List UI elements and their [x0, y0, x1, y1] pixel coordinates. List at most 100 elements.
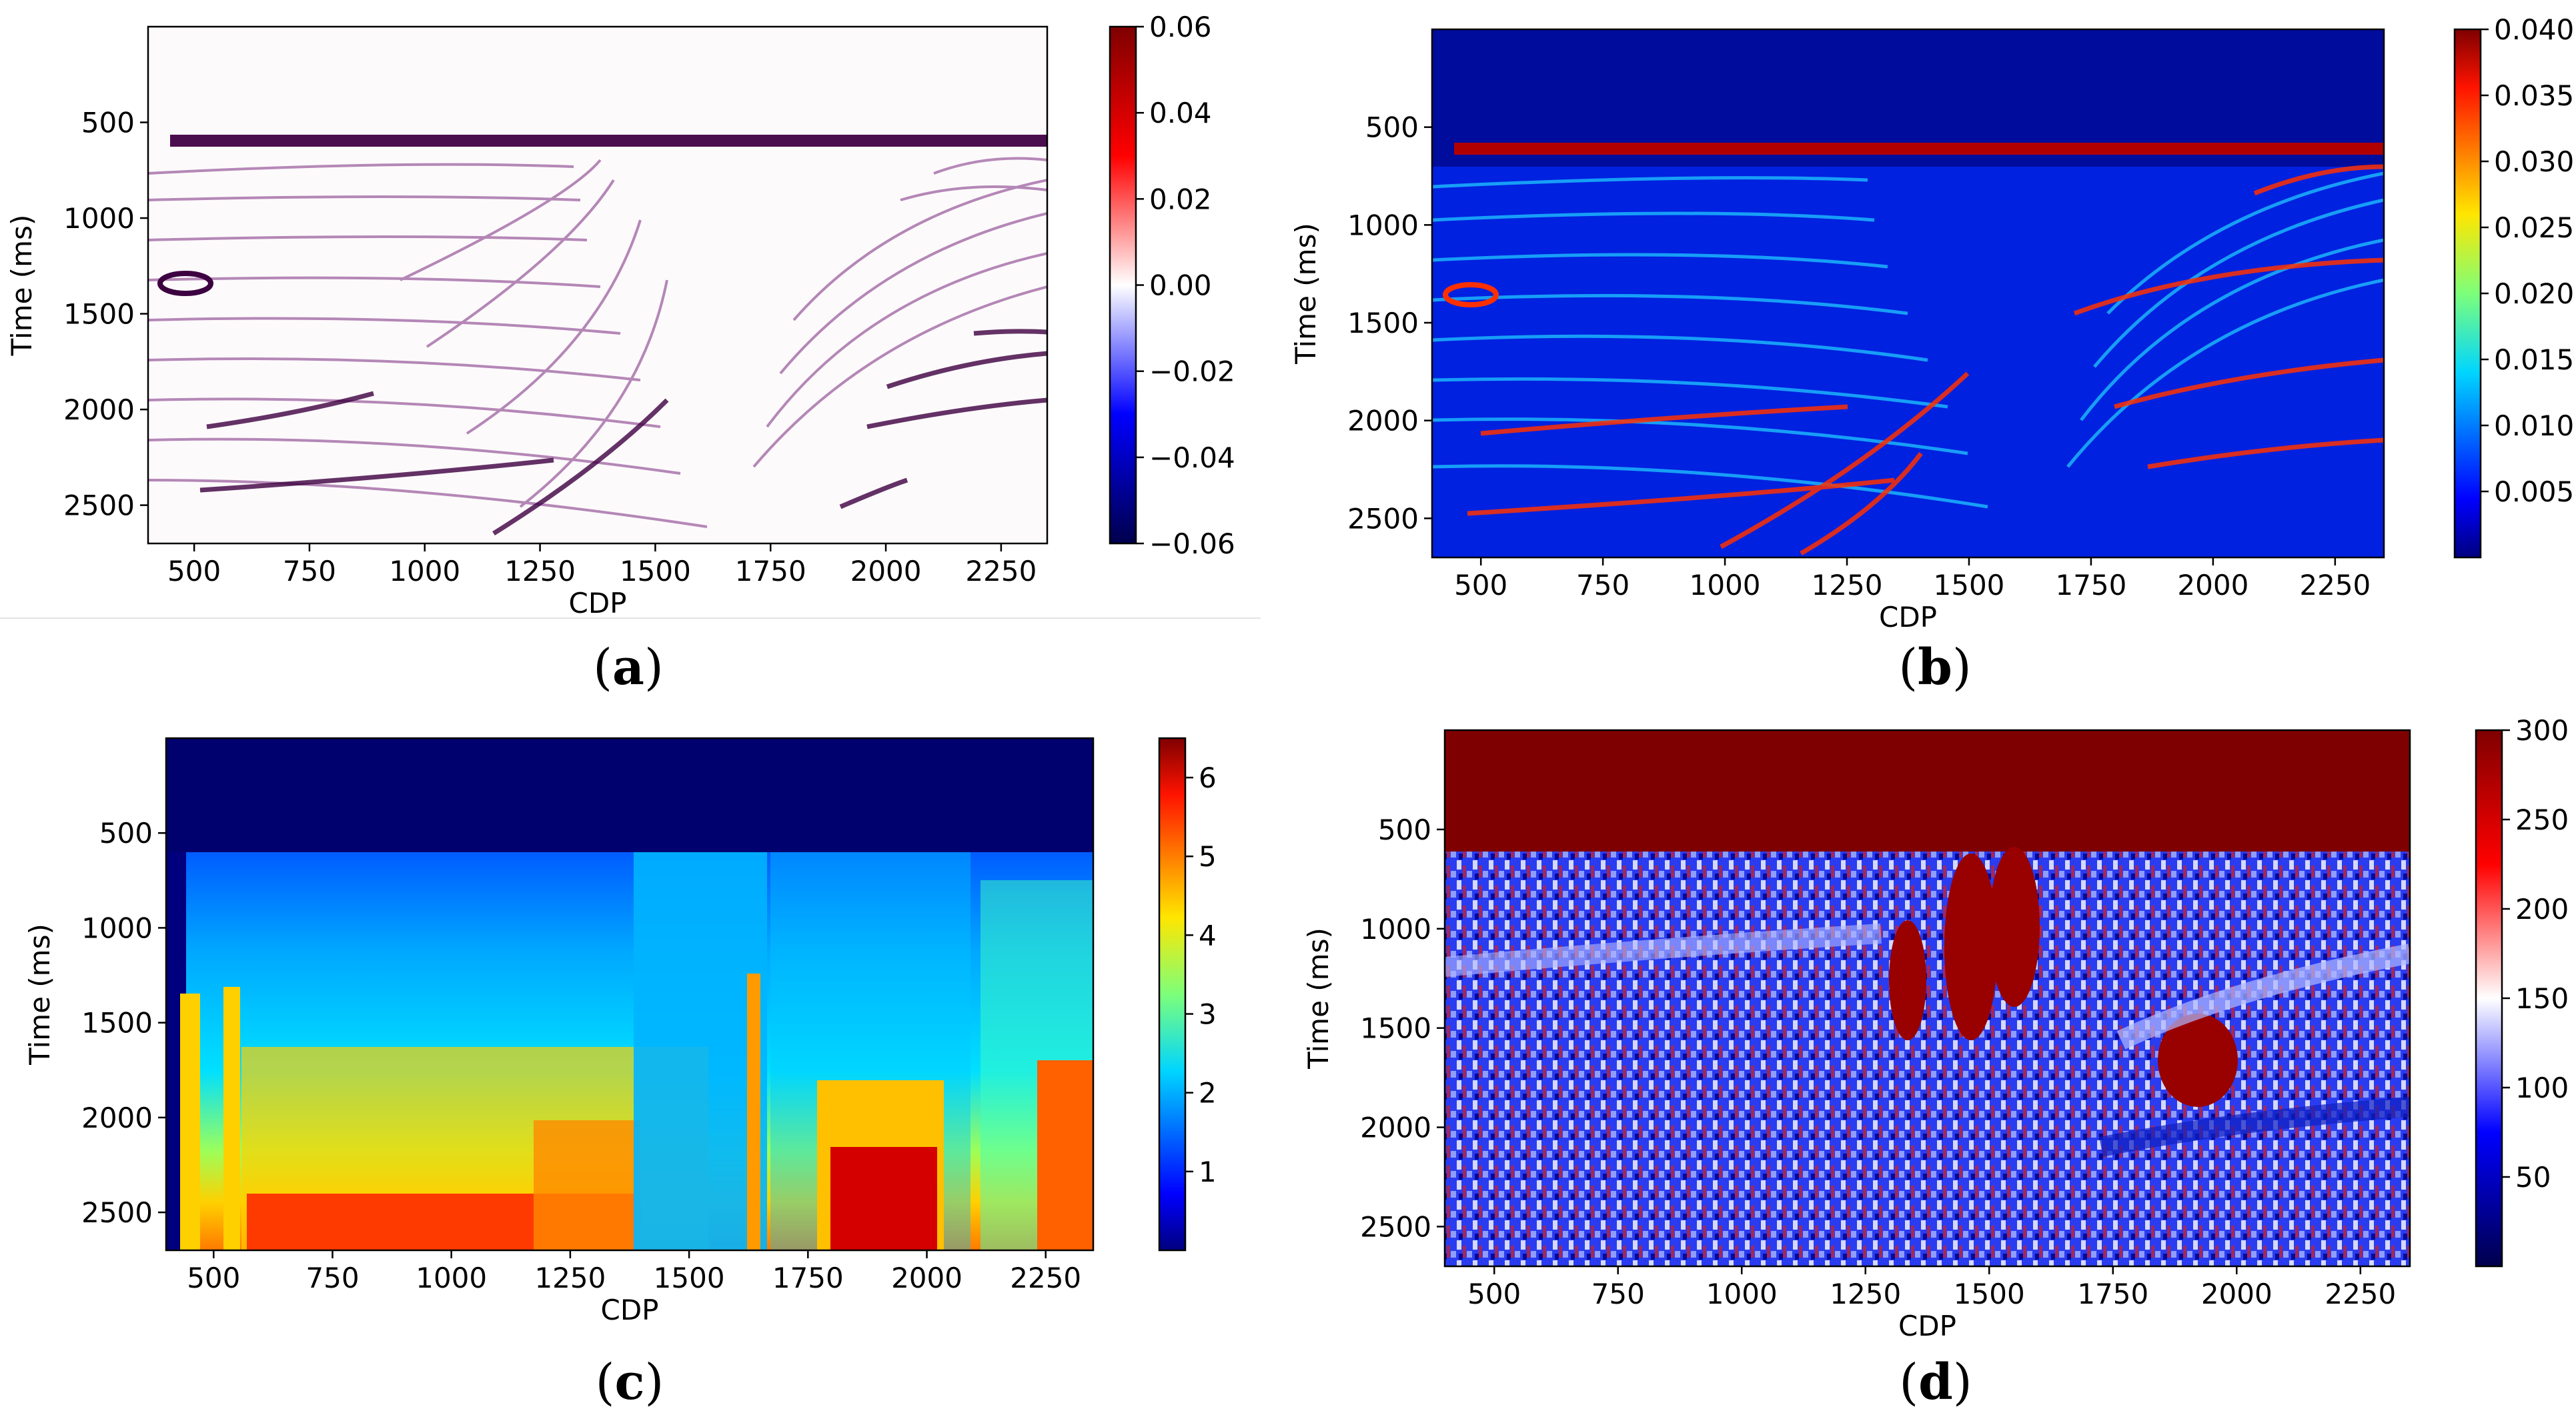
y-tick-label: 2500 [63, 489, 135, 522]
panel-a-image [148, 27, 1047, 543]
x-tick-label: 1000 [1706, 1278, 1778, 1310]
x-tick-label: 1250 [1812, 569, 1883, 601]
panel-b-image [1432, 29, 2384, 557]
colorbar-d [2476, 730, 2502, 1266]
y-tick-label: 2000 [1347, 405, 1419, 437]
x-tick-label: 750 [1591, 1278, 1645, 1310]
y-tick-label: 1000 [1347, 209, 1419, 241]
colorbar-tick-label: 5 [1199, 840, 1217, 873]
x-tick-label: 1750 [735, 555, 806, 587]
y-tick-label: 500 [81, 107, 135, 139]
colorbar-tick-label: 0.020 [2494, 277, 2574, 310]
y-tick-label: 1500 [1360, 1012, 1431, 1045]
colorbar-frame-c [1158, 737, 1187, 1252]
x-axis-label: CDP [1879, 601, 1937, 633]
x-tick-label: 1500 [1934, 569, 2005, 601]
colorbar-tick-label: −0.02 [1149, 355, 1235, 388]
colorbar-a [1110, 27, 1136, 543]
panel-label-d: (d) [1899, 1354, 1972, 1411]
x-tick-label: 750 [305, 1262, 359, 1294]
x-axis-label: CDP [601, 1294, 659, 1326]
panel-label-c: (c) [595, 1354, 664, 1411]
colorbar-tick-label: 300 [2515, 714, 2569, 747]
panel-d-image [1445, 730, 2410, 1266]
x-tick-label: 1500 [620, 555, 691, 587]
colorbar-tick-label: 250 [2515, 804, 2569, 836]
x-tick-label: 1250 [504, 555, 576, 587]
colorbar-tick-label: 100 [2515, 1072, 2569, 1104]
plot-frame-c [165, 737, 1095, 1252]
plot-frame-a [147, 25, 1049, 545]
colorbar-tick-label: 0.005 [2494, 475, 2574, 508]
colorbar-tick-label: −0.04 [1149, 441, 1235, 474]
x-tick-label: 2000 [2177, 569, 2248, 601]
y-tick-label: 500 [1365, 111, 1419, 144]
x-tick-label: 1000 [1690, 569, 1761, 601]
y-tick-label: 1000 [81, 912, 153, 944]
colorbar-tick-label: 0.035 [2494, 79, 2574, 112]
x-axis-label: CDP [569, 587, 627, 619]
x-tick-label: 1750 [2055, 569, 2126, 601]
colorbar-tick-label: 2 [1199, 1077, 1217, 1110]
colorbar-tick-label: 0.00 [1149, 269, 1212, 302]
colorbar-tick-label: 0.06 [1149, 11, 1212, 43]
x-tick-label: 1250 [534, 1262, 606, 1294]
x-tick-label: 750 [1576, 569, 1630, 601]
y-tick-label: 2500 [81, 1196, 153, 1229]
x-tick-label: 1500 [1954, 1278, 2025, 1310]
x-tick-label: 1000 [416, 1262, 487, 1294]
y-tick-label: 2000 [1360, 1112, 1431, 1144]
x-tick-label: 500 [1454, 569, 1507, 601]
x-tick-label: 1000 [389, 555, 460, 587]
colorbar-tick-label: 6 [1199, 762, 1217, 794]
y-tick-label: 500 [1378, 814, 1431, 846]
x-tick-label: 500 [167, 555, 221, 587]
x-tick-label: 2250 [1010, 1262, 1081, 1294]
colorbar-tick-label: 50 [2515, 1161, 2551, 1194]
colorbar-b [2455, 29, 2481, 557]
colorbar-tick-label: 1 [1199, 1156, 1217, 1188]
colorbar-tick-label: 0.02 [1149, 183, 1212, 215]
colorbar-tick-label: 4 [1199, 919, 1217, 952]
colorbar-tick-label: 150 [2515, 982, 2569, 1015]
y-tick-label: 1000 [1360, 913, 1431, 946]
colorbar-tick-label: 0.015 [2494, 343, 2574, 376]
y-tick-label: 2500 [1347, 502, 1419, 535]
x-tick-label: 1750 [772, 1262, 844, 1294]
y-tick-label: 2500 [1360, 1210, 1431, 1243]
y-tick-label: 1500 [81, 1007, 153, 1040]
x-tick-label: 1750 [2077, 1278, 2148, 1310]
colorbar-c [1159, 738, 1185, 1250]
plot-frame-b [1431, 28, 2385, 559]
x-tick-label: 1500 [654, 1262, 725, 1294]
colorbar-tick-label: 200 [2515, 893, 2569, 926]
y-axis-label: Time (ms) [5, 215, 38, 357]
x-tick-label: 1250 [1830, 1278, 1901, 1310]
x-tick-label: 500 [187, 1262, 240, 1294]
y-axis-label: Time (ms) [1302, 928, 1335, 1070]
y-tick-label: 1000 [63, 202, 135, 235]
colorbar-tick-label: 0.010 [2494, 409, 2574, 442]
panel-label-b: (b) [1898, 639, 1972, 696]
y-axis-label: Time (ms) [23, 924, 56, 1066]
colorbar-tick-label: 0.030 [2494, 145, 2574, 178]
x-tick-label: 2000 [891, 1262, 962, 1294]
x-tick-label: 2250 [2299, 569, 2371, 601]
x-tick-label: 750 [283, 555, 336, 587]
plot-frame-d [1443, 729, 2411, 1268]
colorbar-tick-label: 0.025 [2494, 211, 2574, 244]
x-tick-label: 500 [1467, 1278, 1521, 1310]
y-tick-label: 2000 [63, 393, 135, 426]
colorbar-tick-label: −0.06 [1149, 527, 1235, 560]
x-tick-label: 2250 [2325, 1278, 2396, 1310]
y-axis-label: Time (ms) [1289, 223, 1322, 365]
x-tick-label: 2250 [965, 555, 1037, 587]
y-tick-label: 1500 [63, 298, 135, 331]
x-tick-label: 2000 [2201, 1278, 2273, 1310]
y-tick-label: 500 [99, 817, 153, 850]
x-axis-label: CDP [1898, 1310, 1956, 1342]
colorbar-tick-label: 0.04 [1149, 97, 1212, 129]
y-tick-label: 2000 [81, 1102, 153, 1134]
x-tick-label: 2000 [850, 555, 922, 587]
